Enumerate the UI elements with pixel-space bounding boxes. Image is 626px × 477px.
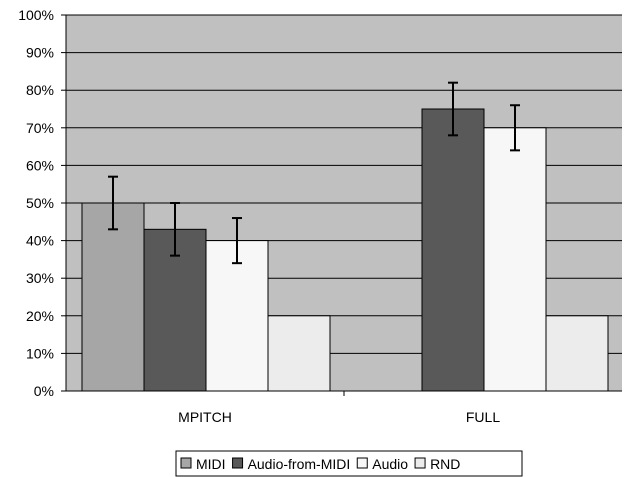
bar (267, 315, 331, 392)
category-label: MPITCH (178, 409, 232, 425)
category-labels: MPITCH FULL (178, 409, 500, 425)
category-label: FULL (466, 409, 500, 425)
y-tick-label: 90% (26, 45, 54, 61)
legend-swatch (356, 457, 368, 469)
error-bars (108, 81, 520, 265)
y-tick-label: 10% (26, 345, 54, 361)
legend-label: Audio-from-MIDI (248, 456, 351, 472)
y-tick-label: 100% (18, 7, 54, 23)
y-tick-label: 0% (34, 383, 54, 399)
legend-label: RND (430, 456, 460, 472)
bar (421, 108, 485, 392)
legend-label: Audio (372, 456, 408, 472)
y-tick-labels: 0% 10% 20% 30% 40% 50% 60% 70% 80% 90% 100% (18, 7, 54, 399)
legend-swatch (232, 457, 244, 469)
bar (205, 240, 269, 392)
legend-swatch (414, 457, 426, 469)
y-tick-label: 50% (26, 195, 54, 211)
y-tick-label: 30% (26, 270, 54, 286)
bar (545, 315, 609, 392)
y-tick-label: 40% (26, 233, 54, 249)
y-tick-label: 80% (26, 82, 54, 98)
legend: MIDI Audio-from-MIDI Audio RND (175, 450, 523, 477)
axes (61, 14, 622, 396)
legend-label: MIDI (196, 456, 226, 472)
y-tick-label: 20% (26, 308, 54, 324)
y-tick-label: 60% (26, 157, 54, 173)
y-tick-label: 70% (26, 120, 54, 136)
bar (483, 127, 547, 392)
bar (81, 202, 145, 392)
bars (81, 108, 609, 392)
legend-swatch (180, 457, 192, 469)
